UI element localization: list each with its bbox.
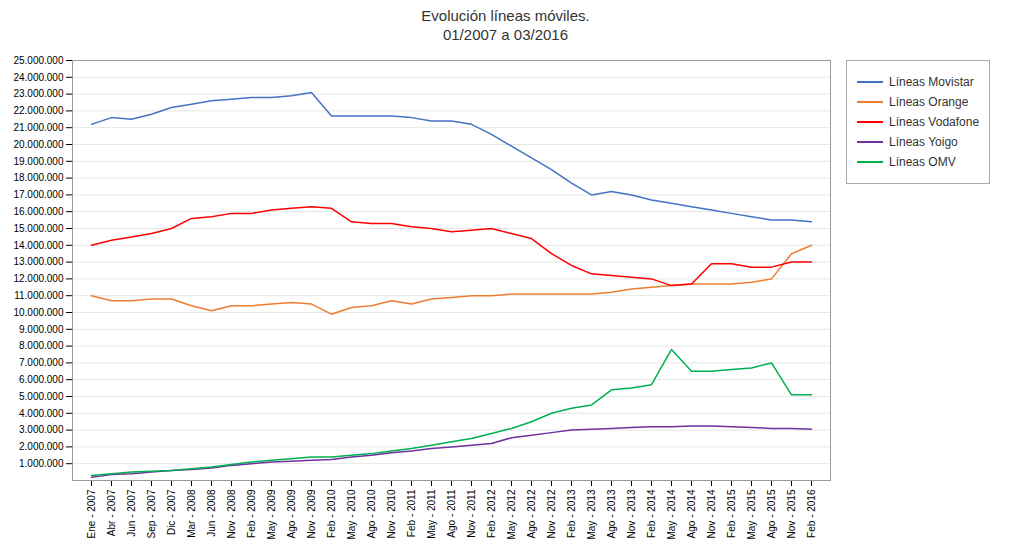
svg-text:Ago - 2015: Ago - 2015 <box>766 489 777 538</box>
svg-text:16.000.000: 16.000.000 <box>13 206 63 217</box>
svg-text:Abr - 2007: Abr - 2007 <box>106 489 117 536</box>
svg-text:Feb - 2011: Feb - 2011 <box>406 489 417 537</box>
svg-text:Nov - 2014: Nov - 2014 <box>706 489 717 538</box>
html-text:Líneas Orange: Líneas Orange <box>889 95 969 109</box>
svg-text:21.000.000: 21.000.000 <box>13 122 63 133</box>
svg-text:Ago - 2012: Ago - 2012 <box>526 489 537 538</box>
svg-text:6.000.000: 6.000.000 <box>19 374 64 385</box>
svg-text:Nov - 2015: Nov - 2015 <box>786 489 797 538</box>
svg-text:Nov - 2011: Nov - 2011 <box>466 489 477 538</box>
svg-text:Ago - 2010: Ago - 2010 <box>366 489 377 538</box>
svg-text:May - 2009: May - 2009 <box>266 489 277 539</box>
svg-text:11.000.000: 11.000.000 <box>14 290 64 301</box>
svg-text:25.000.000: 25.000.000 <box>13 55 63 66</box>
svg-text:Ago - 2011: Ago - 2011 <box>446 489 457 538</box>
html-text:Líneas Yoigo: Líneas Yoigo <box>889 135 958 149</box>
svg-text:Jun - 2007: Jun - 2007 <box>126 489 137 537</box>
svg-text:Ago - 2013: Ago - 2013 <box>606 489 617 538</box>
svg-text:Ene - 2007: Ene - 2007 <box>86 489 97 538</box>
svg-text:10.000.000: 10.000.000 <box>13 307 63 318</box>
svg-text:Mar - 2008: Mar - 2008 <box>186 489 197 538</box>
svg-text:Nov - 2009: Nov - 2009 <box>306 489 317 538</box>
svg-text:23.000.000: 23.000.000 <box>13 88 63 99</box>
svg-text:Sep - 2007: Sep - 2007 <box>146 489 157 538</box>
html-text:Líneas Movistar: Líneas Movistar <box>889 75 974 89</box>
svg-text:May - 2011: May - 2011 <box>426 489 437 539</box>
svg-text:1.000.000: 1.000.000 <box>19 458 64 469</box>
html-text:Líneas OMV: Líneas OMV <box>889 155 956 169</box>
svg-text:4.000.000: 4.000.000 <box>19 408 64 419</box>
svg-text:May - 2013: May - 2013 <box>586 489 597 539</box>
svg-text:17.000.000: 17.000.000 <box>13 189 63 200</box>
svg-text:Feb - 2012: Feb - 2012 <box>486 489 497 538</box>
svg-text:15.000.000: 15.000.000 <box>13 223 63 234</box>
svg-text:Feb - 2016: Feb - 2016 <box>806 489 817 538</box>
svg-text:May - 2012: May - 2012 <box>506 489 517 539</box>
svg-text:Ago - 2009: Ago - 2009 <box>286 489 297 538</box>
svg-text:Feb - 2010: Feb - 2010 <box>326 489 337 538</box>
svg-text:Nov - 2008: Nov - 2008 <box>226 489 237 538</box>
svg-text:Feb - 2015: Feb - 2015 <box>726 489 737 538</box>
svg-text:18.000.000: 18.000.000 <box>13 172 63 183</box>
svg-text:19.000.000: 19.000.000 <box>13 156 63 167</box>
svg-text:May - 2015: May - 2015 <box>746 489 757 539</box>
svg-text:Nov - 2010: Nov - 2010 <box>386 489 397 538</box>
svg-text:14.000.000: 14.000.000 <box>13 240 63 251</box>
svg-text:20.000.000: 20.000.000 <box>13 139 63 150</box>
svg-text:Feb - 2013: Feb - 2013 <box>566 489 577 538</box>
svg-text:May - 2010: May - 2010 <box>346 489 357 539</box>
svg-text:5.000.000: 5.000.000 <box>19 391 64 402</box>
svg-text:2.000.000: 2.000.000 <box>19 441 64 452</box>
svg-text:Nov - 2013: Nov - 2013 <box>626 489 637 538</box>
svg-text:Dic - 2007: Dic - 2007 <box>166 489 177 535</box>
svg-text:May - 2014: May - 2014 <box>666 489 677 539</box>
svg-text:Feb - 2014: Feb - 2014 <box>646 489 657 538</box>
svg-text:12.000.000: 12.000.000 <box>13 273 63 284</box>
svg-text:Jun - 2008: Jun - 2008 <box>206 489 217 537</box>
html-text:Líneas Vodafone: Líneas Vodafone <box>889 115 980 129</box>
svg-text:24.000.000: 24.000.000 <box>13 72 63 83</box>
svg-text:7.000.000: 7.000.000 <box>19 357 64 368</box>
svg-text:8.000.000: 8.000.000 <box>19 340 64 351</box>
svg-text:13.000.000: 13.000.000 <box>13 256 63 267</box>
svg-text:3.000.000: 3.000.000 <box>19 424 64 435</box>
svg-text:Feb - 2009: Feb - 2009 <box>246 489 257 538</box>
svg-text:Ago - 2014: Ago - 2014 <box>686 489 697 538</box>
html-text:Evolución líneas móviles. 01/2: Evolución líneas móviles. 01/2007 a 03/2… <box>421 7 590 43</box>
svg-text:22.000.000: 22.000.000 <box>13 105 63 116</box>
svg-text:Nov - 2012: Nov - 2012 <box>546 489 557 538</box>
svg-text:9.000.000: 9.000.000 <box>19 324 64 335</box>
